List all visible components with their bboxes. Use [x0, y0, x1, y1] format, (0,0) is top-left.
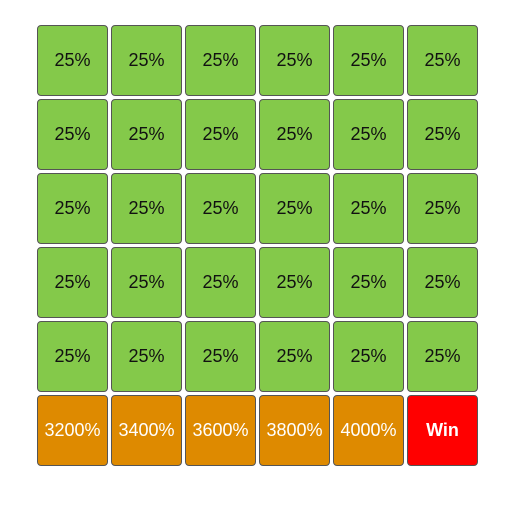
- tile-r3-c2[interactable]: 25%: [111, 173, 182, 244]
- win-tile[interactable]: Win: [407, 395, 478, 466]
- tile-r4-c5[interactable]: 25%: [333, 247, 404, 318]
- tile-r5-c6[interactable]: 25%: [407, 321, 478, 392]
- tile-r2-c5[interactable]: 25%: [333, 99, 404, 170]
- tile-r2-c6[interactable]: 25%: [407, 99, 478, 170]
- tile-r5-c3[interactable]: 25%: [185, 321, 256, 392]
- tile-r2-c1[interactable]: 25%: [37, 99, 108, 170]
- tile-r3-c1[interactable]: 25%: [37, 173, 108, 244]
- tile-r1-c3[interactable]: 25%: [185, 25, 256, 96]
- tile-r4-c6[interactable]: 25%: [407, 247, 478, 318]
- game-board: 25% 25% 25% 25% 25% 25% 25% 25% 25% 25% …: [37, 25, 478, 466]
- tile-r5-c5[interactable]: 25%: [333, 321, 404, 392]
- tile-r6-c3[interactable]: 3600%: [185, 395, 256, 466]
- tile-r3-c6[interactable]: 25%: [407, 173, 478, 244]
- tile-r5-c2[interactable]: 25%: [111, 321, 182, 392]
- tile-r3-c3[interactable]: 25%: [185, 173, 256, 244]
- tile-r4-c3[interactable]: 25%: [185, 247, 256, 318]
- tile-r5-c4[interactable]: 25%: [259, 321, 330, 392]
- tile-r3-c4[interactable]: 25%: [259, 173, 330, 244]
- tile-r1-c1[interactable]: 25%: [37, 25, 108, 96]
- tile-r1-c6[interactable]: 25%: [407, 25, 478, 96]
- tile-r3-c5[interactable]: 25%: [333, 173, 404, 244]
- tile-r6-c1[interactable]: 3200%: [37, 395, 108, 466]
- tile-r1-c2[interactable]: 25%: [111, 25, 182, 96]
- tile-r4-c1[interactable]: 25%: [37, 247, 108, 318]
- tile-r4-c2[interactable]: 25%: [111, 247, 182, 318]
- tile-r2-c2[interactable]: 25%: [111, 99, 182, 170]
- tile-r4-c4[interactable]: 25%: [259, 247, 330, 318]
- tile-r6-c4[interactable]: 3800%: [259, 395, 330, 466]
- tile-r6-c2[interactable]: 3400%: [111, 395, 182, 466]
- tile-r5-c1[interactable]: 25%: [37, 321, 108, 392]
- tile-r2-c3[interactable]: 25%: [185, 99, 256, 170]
- tile-r1-c5[interactable]: 25%: [333, 25, 404, 96]
- tile-r1-c4[interactable]: 25%: [259, 25, 330, 96]
- tile-r2-c4[interactable]: 25%: [259, 99, 330, 170]
- tile-r6-c5[interactable]: 4000%: [333, 395, 404, 466]
